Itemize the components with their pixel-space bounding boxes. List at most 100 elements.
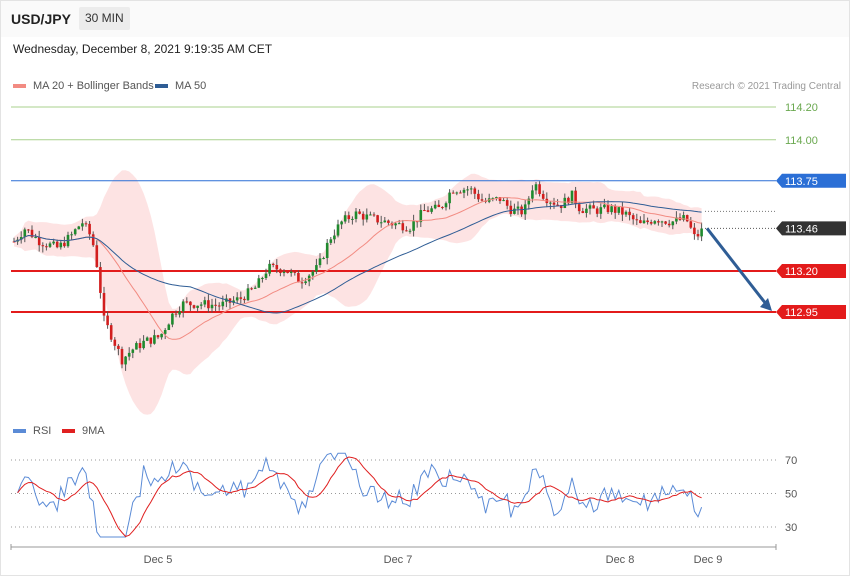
candle-body — [196, 305, 199, 308]
candle-body — [675, 217, 678, 222]
candle-body — [369, 214, 372, 216]
candle-body — [383, 220, 387, 223]
candle-body — [185, 301, 189, 303]
candle-body — [700, 228, 703, 237]
candle-body — [354, 211, 358, 219]
candle-body — [19, 237, 23, 240]
candle-body — [408, 230, 412, 232]
candle-body — [646, 220, 649, 223]
candle-body — [329, 239, 333, 243]
candle-body — [333, 235, 336, 240]
candle-body — [23, 229, 27, 238]
candle-body — [462, 189, 466, 193]
candle-body — [322, 258, 325, 260]
candle-body — [495, 197, 498, 199]
candle-body — [473, 188, 477, 194]
candle-body — [203, 300, 207, 305]
candle-body — [131, 349, 135, 353]
candle-body — [239, 297, 243, 299]
candle-body — [509, 205, 513, 214]
timeframe-badge[interactable]: 30 MIN — [79, 7, 130, 30]
candle-body — [401, 223, 405, 231]
candle-body — [581, 211, 585, 213]
candle-body — [95, 245, 99, 268]
candle-body — [77, 226, 81, 230]
candle-body — [531, 190, 534, 199]
candle-body — [613, 206, 617, 213]
candle-body — [52, 241, 55, 244]
candlesticks — [12, 181, 703, 371]
candle-body — [466, 189, 469, 191]
candle-body — [664, 221, 667, 224]
candle-body — [138, 343, 142, 349]
candle-body — [84, 223, 88, 225]
candle-body — [430, 208, 433, 212]
candle-body — [563, 197, 567, 209]
candle-body — [520, 206, 523, 215]
candle-body — [682, 215, 685, 220]
candle-body — [243, 298, 246, 301]
candle-body — [318, 258, 322, 266]
candle-body — [156, 335, 160, 338]
candle-body — [621, 207, 624, 215]
candle-body — [570, 190, 574, 204]
last-price-tag — [776, 221, 846, 236]
candle-body — [549, 202, 552, 204]
candle-body — [117, 345, 120, 349]
legend-ma20-swatch — [13, 84, 26, 88]
candle-body — [70, 234, 73, 236]
candle-body — [163, 330, 167, 334]
candle-body — [628, 211, 631, 216]
candle-body — [617, 207, 621, 213]
candle-body — [667, 223, 671, 226]
candle-body — [491, 198, 495, 200]
candle-body — [30, 229, 34, 238]
candle-body — [257, 278, 261, 288]
candle-body — [88, 223, 91, 235]
legend-ma20-label: MA 20 + Bollinger Bands — [33, 80, 154, 92]
candle-body — [455, 192, 459, 194]
candle-body — [635, 219, 639, 221]
candle-body — [419, 210, 423, 223]
candle-body — [599, 207, 603, 214]
candle-body — [59, 242, 63, 248]
candle-body — [34, 237, 37, 239]
legend-ma20: MA 20 + Bollinger Bands — [13, 80, 154, 92]
candle-body — [286, 271, 289, 274]
candle-body — [387, 220, 390, 223]
candle-body — [271, 263, 275, 265]
legend-9ma-swatch — [62, 429, 75, 433]
candle-body — [210, 304, 214, 309]
candle-body — [171, 313, 174, 325]
symbol-title: USD/JPY — [11, 11, 71, 27]
candle-body — [235, 297, 239, 301]
forecast-arrow-shaft — [705, 227, 768, 305]
candle-body — [685, 215, 689, 222]
candle-body — [502, 200, 505, 202]
candle-body — [99, 267, 102, 293]
candle-body — [153, 335, 156, 344]
rsi-tick-label: 50 — [785, 489, 797, 501]
candle-body — [347, 215, 351, 220]
candle-body — [73, 229, 77, 235]
target-label: 114.00 — [785, 135, 818, 147]
candle-body — [559, 205, 563, 209]
candle-body — [595, 208, 599, 214]
candle-body — [102, 292, 106, 316]
candle-body — [297, 272, 300, 283]
resistance-label: 113.75 — [785, 176, 818, 188]
candle-body — [300, 282, 304, 284]
x-tick-label: Dec 5 — [144, 554, 173, 566]
candle-body — [214, 304, 217, 306]
candle-body — [527, 198, 531, 205]
candle-body — [160, 333, 163, 338]
candle-body — [441, 207, 444, 209]
candle-body — [376, 215, 379, 223]
candle-body — [315, 265, 318, 272]
support-label: 113.20 — [785, 266, 818, 278]
rsi-line — [17, 452, 703, 538]
candle-body — [556, 204, 559, 206]
bollinger-band-area — [14, 170, 702, 415]
candle-body — [660, 221, 664, 223]
candle-body — [657, 221, 660, 223]
